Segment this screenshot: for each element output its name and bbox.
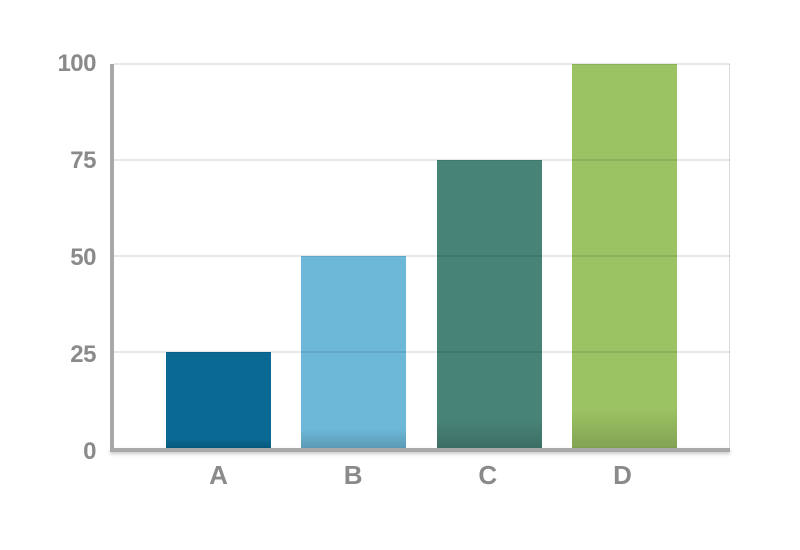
bars [114, 64, 729, 448]
x-tick-label-b: B [343, 460, 363, 490]
y-tick-label-0: 0 [83, 438, 96, 465]
plot-right-border [729, 64, 730, 452]
bar-b [301, 256, 407, 448]
y-axis-line [110, 64, 114, 452]
x-tick-label-c: C [478, 460, 498, 490]
y-tick-label-75: 75 [70, 147, 96, 174]
bar-d [571, 64, 677, 448]
y-tick-label-100: 100 [57, 50, 96, 77]
bar-a [166, 352, 271, 448]
y-tick-label-50: 50 [70, 244, 96, 271]
y-tick-label-25: 25 [70, 341, 96, 368]
y-axis-labels: 0 25 50 75 100 [0, 52, 96, 464]
x-axis-line [110, 448, 730, 452]
plot-area [110, 63, 730, 452]
x-axis-labels: A B C D [114, 462, 727, 488]
x-tick-label-d: D [613, 460, 632, 490]
x-tick-label-a: A [209, 460, 228, 490]
bar-c [436, 160, 542, 448]
